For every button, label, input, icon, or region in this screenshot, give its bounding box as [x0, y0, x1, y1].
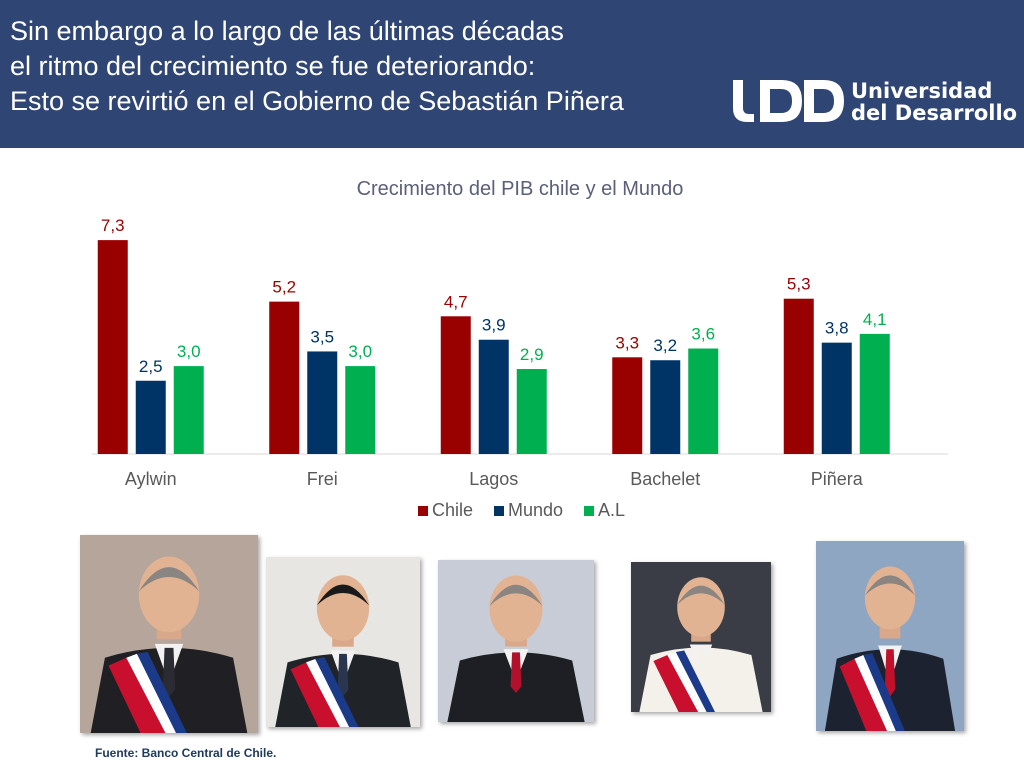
udd-logo-mark	[733, 80, 844, 122]
category-label: Frei	[307, 469, 338, 489]
data-label: 2,5	[139, 357, 163, 376]
udd-logo-text: Universidad del Desarrollo	[851, 80, 1017, 124]
legend-swatch	[584, 506, 594, 516]
bar-al-0	[173, 366, 204, 454]
bar-chile-4	[783, 298, 814, 454]
logo-line-2: del Desarrollo	[851, 101, 1018, 125]
legend-label: Chile	[432, 500, 473, 520]
lagos-photo	[438, 560, 594, 722]
udd-logo: Universidad del Desarrollo	[730, 76, 1017, 128]
data-label: 4,1	[863, 310, 887, 329]
data-label: 3,2	[653, 336, 677, 355]
data-label: 4,7	[444, 292, 468, 311]
category-label: Aylwin	[125, 469, 177, 489]
bar-chile-2	[440, 316, 471, 454]
bar-al-2	[516, 369, 547, 454]
legend-swatch	[494, 506, 504, 516]
data-label: 5,2	[272, 278, 296, 297]
data-label: 7,3	[101, 216, 125, 235]
bar-chile-0	[97, 240, 128, 454]
bachelet-photo	[631, 562, 771, 712]
data-label: 5,3	[787, 275, 811, 294]
slide-header: Sin embargo a lo largo de las últimas dé…	[0, 0, 1024, 148]
title-line-3: Esto se revirtió en el Gobierno de Sebas…	[10, 86, 624, 116]
aylwin-photo	[80, 535, 258, 733]
pinera-photo	[816, 541, 964, 731]
data-label: 3,9	[482, 316, 506, 335]
bar-chile-3	[612, 357, 643, 454]
bar-al-3	[688, 348, 719, 454]
bar-mundo-2	[478, 339, 509, 454]
slide-title: Sin embargo a lo largo de las últimas dé…	[10, 14, 730, 119]
data-label: 3,5	[310, 327, 334, 346]
bar-mundo-0	[135, 380, 166, 454]
bar-al-4	[859, 333, 890, 454]
data-label: 3,8	[825, 319, 849, 338]
category-label: Piñera	[811, 469, 864, 489]
title-line-2: el ritmo del crecimiento se fue deterior…	[10, 51, 536, 81]
gdp-growth-chart: Crecimiento del PIB chile y el Mundo 7,3 2…	[40, 164, 990, 534]
frei-photo	[266, 557, 420, 727]
bar-mundo-1	[307, 351, 338, 454]
data-label: 2,9	[520, 345, 544, 364]
category-label: Bachelet	[630, 469, 700, 489]
legend-label: A.L	[598, 500, 625, 520]
chart-title: Crecimiento del PIB chile y el Mundo	[357, 178, 684, 200]
data-label: 3,0	[348, 342, 372, 361]
logo-line-1: Universidad	[851, 79, 993, 103]
bar-mundo-3	[650, 360, 681, 454]
data-label: 3,0	[177, 342, 201, 361]
bar-chile-1	[269, 301, 300, 454]
legend-swatch	[418, 506, 428, 516]
data-label: 3,6	[691, 325, 715, 344]
chart-svg: Crecimiento del PIB chile y el Mundo 7,3 2…	[92, 178, 948, 520]
category-label: Lagos	[469, 469, 518, 489]
data-label: 3,3	[615, 333, 639, 352]
bar-al-1	[345, 366, 376, 454]
bar-mundo-4	[821, 342, 852, 454]
title-line-1: Sin embargo a lo largo de las últimas dé…	[10, 16, 564, 46]
source-note: Fuente: Banco Central de Chile.	[95, 746, 277, 760]
legend-label: Mundo	[508, 500, 563, 520]
